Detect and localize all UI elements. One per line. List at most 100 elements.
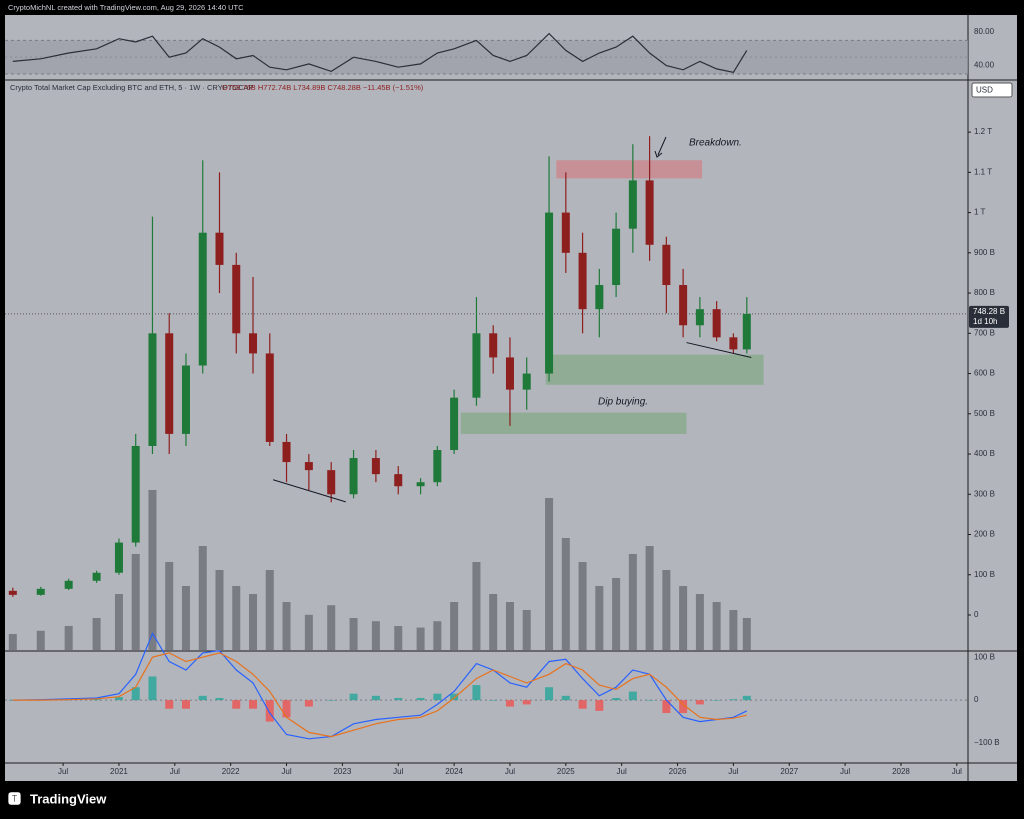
volume-bar <box>394 626 403 650</box>
macd-histogram <box>131 687 140 701</box>
candle-body <box>349 458 358 495</box>
volume-bar <box>545 498 554 650</box>
y-tick-label: 800 B <box>974 288 995 297</box>
volume-bar <box>729 610 738 650</box>
macd-histogram <box>327 700 336 701</box>
volume-bar <box>505 602 514 650</box>
x-tick-label: 2027 <box>780 767 798 776</box>
rsi-line <box>12 32 748 73</box>
candle-body <box>545 212 554 374</box>
volume-bar <box>92 618 101 650</box>
volume-bar <box>561 538 570 650</box>
macd-tick-label: 0 <box>974 695 979 704</box>
x-tick-label: 2021 <box>110 767 128 776</box>
x-tick-label: Jul <box>617 767 627 776</box>
candle-body <box>114 542 123 573</box>
candle-body <box>595 285 604 310</box>
macd-histogram <box>712 700 721 701</box>
ohlc-legend: O759.76B H772.74B L734.89B C748.28B −11.… <box>222 83 424 92</box>
candle-body <box>662 244 671 286</box>
macd-histogram <box>181 700 190 709</box>
volume-bar <box>304 614 313 650</box>
candle-body <box>327 470 336 495</box>
brand-icon: 🆃 <box>8 791 21 806</box>
zone <box>545 354 764 385</box>
candle-body <box>282 441 291 463</box>
y-tick-label: 600 B <box>974 369 995 378</box>
signal-line <box>12 652 747 738</box>
y-tick-label: 100 B <box>974 570 995 579</box>
macd-histogram <box>198 695 207 701</box>
volume-bar <box>148 490 157 650</box>
macd-histogram <box>394 697 403 701</box>
macd-histogram <box>679 700 688 714</box>
y-tick-label: 400 B <box>974 449 995 458</box>
x-tick-label: Jul <box>505 767 515 776</box>
volume-bar <box>679 586 688 650</box>
volume-bar <box>595 586 604 650</box>
macd-histogram <box>450 693 459 701</box>
macd-histogram <box>232 700 241 709</box>
price-tag-label: 748.28 B <box>973 307 1005 316</box>
y-tick-label: 500 B <box>974 409 995 418</box>
rsi-tick-label: 40.00 <box>974 61 995 70</box>
candle-body <box>712 309 721 338</box>
volume-bar <box>114 594 123 650</box>
macd-histogram <box>165 700 174 709</box>
y-tick-label: 300 B <box>974 489 995 498</box>
candle-body <box>612 228 621 286</box>
arrow <box>657 136 667 156</box>
candle-body <box>148 333 157 446</box>
macd-line <box>12 632 748 740</box>
x-tick-label: 2025 <box>557 767 575 776</box>
candle-body <box>578 252 587 310</box>
volume-bar <box>64 626 73 650</box>
volume-bar <box>165 562 174 650</box>
volume-bar <box>742 618 751 650</box>
zone <box>460 412 687 434</box>
candle-body <box>165 333 174 434</box>
candle-body <box>265 353 274 442</box>
macd-histogram <box>249 700 258 709</box>
candle-body <box>304 462 313 471</box>
x-tick-label: Jul <box>952 767 962 776</box>
macd-histogram <box>645 700 654 701</box>
macd-histogram <box>545 687 554 701</box>
candle-body <box>645 180 654 245</box>
volume-bar <box>249 594 258 650</box>
candle-body <box>628 180 637 229</box>
x-tick-label: Jul <box>170 767 180 776</box>
candle-body <box>433 450 442 483</box>
volume-bar <box>265 570 274 650</box>
annotation: Dip buying. <box>598 397 648 408</box>
macd-tick-label: 100 B <box>974 652 995 661</box>
volume-bar <box>662 570 671 650</box>
countdown: 1d 10h <box>973 317 997 326</box>
macd-histogram <box>416 697 425 701</box>
candle-body <box>505 357 514 390</box>
macd-histogram <box>742 695 751 701</box>
y-tick-label: 700 B <box>974 328 995 337</box>
y-tick-label: 900 B <box>974 248 995 257</box>
macd-histogram <box>578 700 587 709</box>
volume-bar <box>215 570 224 650</box>
volume-bar <box>712 602 721 650</box>
x-tick-label: 2024 <box>445 767 463 776</box>
y-tick-label: 1.2 T <box>974 127 992 136</box>
y-tick-label: 200 B <box>974 530 995 539</box>
volume-bar <box>349 618 358 650</box>
volume-bar <box>131 554 140 650</box>
x-tick-label: Jul <box>728 767 738 776</box>
macd-histogram <box>215 697 224 701</box>
macd-histogram <box>349 693 358 701</box>
y-tick-label: 1.1 T <box>974 167 992 176</box>
rsi-tick-label: 80.00 <box>974 27 995 36</box>
candle-body <box>742 313 751 350</box>
currency-button[interactable] <box>971 82 1013 98</box>
x-tick-label: 2023 <box>333 767 351 776</box>
macd-histogram <box>472 685 481 701</box>
x-tick-label: 2026 <box>669 767 687 776</box>
candle-body <box>181 365 190 434</box>
x-tick-label: Jul <box>58 767 68 776</box>
x-tick-label: Jul <box>840 767 850 776</box>
